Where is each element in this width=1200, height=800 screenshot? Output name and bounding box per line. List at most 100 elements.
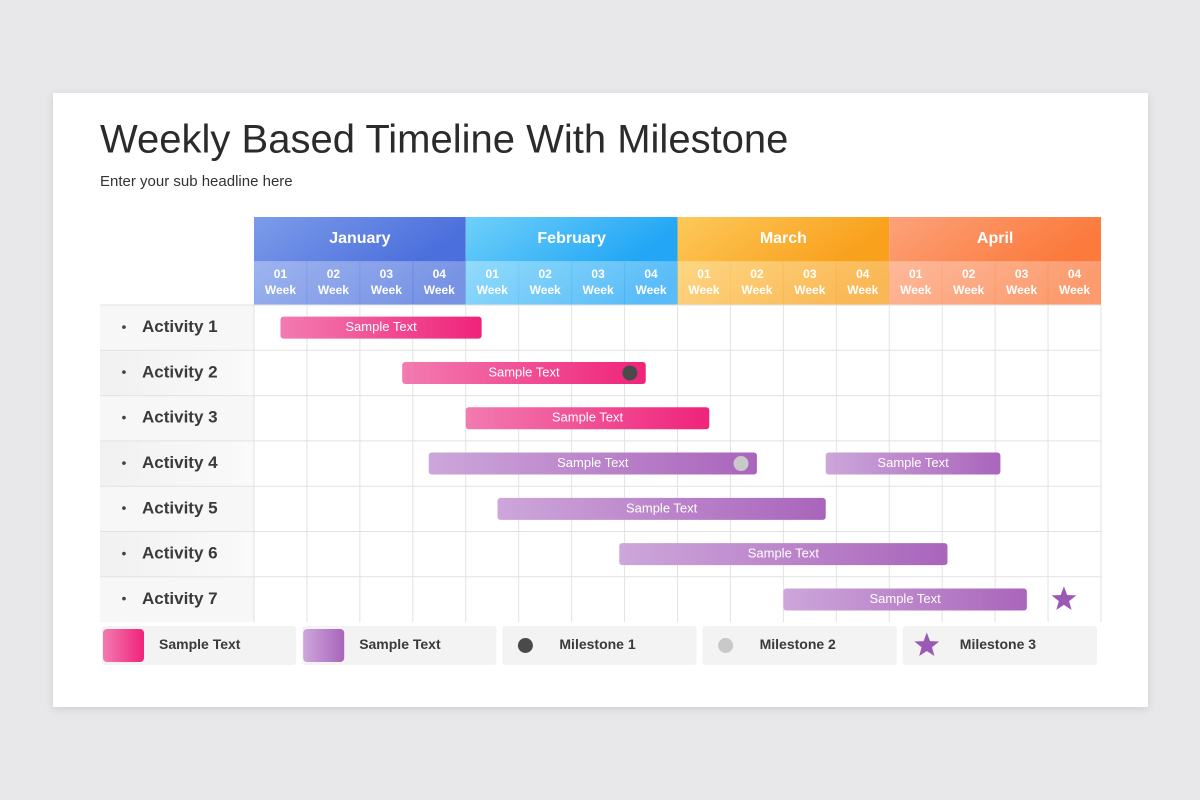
subtitle: Enter your sub headline here [100, 173, 293, 190]
week-number: 03 [1015, 267, 1029, 281]
week-label: Week [1006, 283, 1037, 297]
week-number: 01 [274, 267, 288, 281]
week-cell [413, 261, 466, 305]
week-cell [360, 261, 413, 305]
activity-label: Activity 3 [142, 408, 218, 427]
legend-item [902, 626, 1097, 665]
week-label: Week [477, 283, 508, 297]
task-bar [428, 452, 757, 475]
task-bar [783, 588, 1027, 611]
legend-item [702, 626, 897, 665]
legend-item [302, 626, 497, 665]
timeline: January 01 Week 02 Week 03 Week 04 Week February 0… [100, 217, 1102, 665]
week-label: Week [635, 283, 666, 297]
bullet: • [122, 318, 127, 334]
task-bar-text: Sample Text [748, 546, 820, 561]
legend-item [502, 626, 697, 665]
legend-label: Milestone 1 [559, 636, 635, 652]
week-cell [995, 261, 1048, 305]
week-cell [307, 261, 360, 305]
week-number: 04 [644, 267, 658, 281]
week-cell [572, 261, 625, 305]
legend-swatch [914, 632, 940, 656]
week-header-row [889, 261, 1101, 305]
week-number: 01 [909, 267, 923, 281]
week-label: Week [424, 283, 455, 297]
week-header-row [677, 261, 890, 305]
task-bar-text: Sample Text [626, 500, 698, 515]
week-cell [678, 261, 730, 305]
month-label: February [537, 230, 606, 247]
week-cell [625, 261, 677, 305]
week-number: 02 [962, 267, 976, 281]
month-label: March [760, 230, 807, 247]
week-number: 03 [803, 267, 817, 281]
activity-label: Activity 4 [142, 453, 218, 472]
week-number: 03 [380, 267, 394, 281]
week-label: Week [583, 283, 614, 297]
task-bar [497, 497, 826, 520]
task-bar [402, 361, 646, 384]
week-cell [836, 261, 889, 305]
activity-label-cell [100, 440, 254, 487]
bullet: • [122, 500, 127, 516]
week-cell [730, 261, 783, 305]
month-label: April [977, 230, 1013, 247]
week-label: Week [1059, 283, 1090, 297]
week-cell [889, 261, 942, 305]
legend-label: Milestone 2 [760, 636, 836, 652]
task-bar-text: Sample Text [552, 410, 624, 425]
task-bar [825, 452, 1001, 475]
legend-swatch [517, 638, 533, 653]
task-bar [280, 316, 482, 339]
activity-label-cell [100, 486, 254, 532]
activity-label-cell [100, 305, 254, 351]
week-header-row [254, 261, 466, 305]
week-label: Week [847, 283, 878, 297]
week-number: 04 [1068, 267, 1082, 281]
bullet: • [122, 545, 127, 561]
week-cell [942, 261, 995, 305]
activity-label-cell [100, 531, 254, 577]
week-number: 02 [750, 267, 764, 281]
week-label: Week [265, 283, 296, 297]
activity-label: Activity 2 [142, 362, 218, 381]
activity-label-cell [100, 395, 254, 441]
activity-label: Activity 6 [142, 544, 218, 563]
task-bar [619, 543, 948, 566]
week-header-row [465, 261, 678, 305]
task-bar-text: Sample Text [877, 455, 949, 470]
week-label: Week [688, 283, 719, 297]
milestone [622, 365, 638, 381]
legend-swatch [303, 629, 345, 662]
legend-label: Sample Text [159, 636, 241, 652]
task-bar-text: Sample Text [869, 591, 941, 606]
task-bar-text: Sample Text [488, 364, 560, 379]
week-number: 03 [591, 267, 605, 281]
month-header [889, 217, 1101, 261]
week-number: 01 [486, 267, 500, 281]
week-number: 01 [697, 267, 711, 281]
month-header [254, 217, 466, 261]
milestone [1051, 586, 1077, 610]
week-cell [254, 261, 307, 305]
legend-item [102, 626, 297, 665]
week-label: Week [953, 283, 984, 297]
activity-label-cell [100, 576, 254, 623]
month-label: January [329, 230, 390, 247]
legend-swatch [718, 638, 734, 653]
week-label: Week [371, 283, 402, 297]
activity-label-cell [100, 350, 254, 396]
week-cell [466, 261, 519, 305]
legend-label: Sample Text [359, 636, 441, 652]
bullet: • [122, 590, 127, 606]
month-header [465, 217, 678, 261]
week-label: Week [318, 283, 349, 297]
legend-label: Milestone 3 [960, 636, 1036, 652]
week-number: 02 [327, 267, 341, 281]
legend-swatch [103, 629, 144, 662]
week-label: Week [794, 283, 825, 297]
task-bar-text: Sample Text [557, 455, 629, 470]
